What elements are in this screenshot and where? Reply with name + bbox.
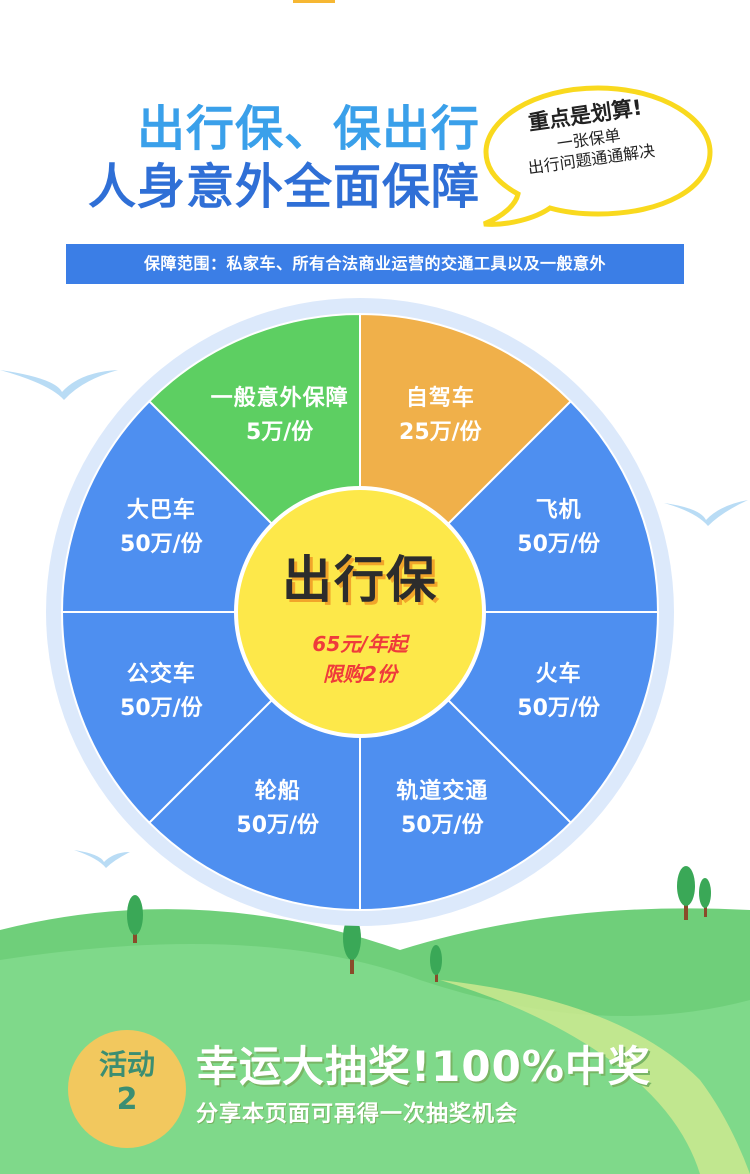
slice-name: 轮船 <box>254 778 301 804</box>
wheel-slice-label: 轮船 50万/份 <box>193 775 363 843</box>
bird-left-icon <box>0 370 118 400</box>
speech-bubble <box>483 85 713 227</box>
activity-badge: 活动 2 <box>68 1030 186 1148</box>
slice-price: 50万/份 <box>517 696 600 722</box>
slice-name: 公交车 <box>126 662 196 688</box>
headline-line1: 出行保、保出行 <box>136 101 480 157</box>
slice-name: 火车 <box>535 662 582 688</box>
tree-right-icon <box>677 866 695 920</box>
center-limit: 限购2份 <box>323 662 397 686</box>
bird-lower-icon <box>74 850 130 868</box>
center-title: 出行保 <box>282 551 438 609</box>
wheel-slice-label: 自驾车 25万/份 <box>355 382 525 450</box>
slice-price: 50万/份 <box>120 696 203 722</box>
tree-right-small-icon <box>699 878 711 917</box>
path-road <box>440 980 750 1174</box>
activity-badge-number: 2 <box>116 1082 138 1117</box>
lottery-title: 幸运大抽奖!100%中奖 <box>196 1042 651 1091</box>
center-price: 65元/年起 <box>312 632 408 656</box>
wheel-slice-label: 飞机 50万/份 <box>474 494 644 562</box>
slice-price: 50万/份 <box>517 531 600 557</box>
slice-price: 50万/份 <box>400 812 484 838</box>
slice-name: 飞机 <box>535 497 582 523</box>
slice-name: 大巴车 <box>126 497 196 523</box>
slice-price: 50万/份 <box>236 812 320 838</box>
activity-badge-label: 活动 <box>98 1048 155 1081</box>
wheel-slice-label: 公交车 50万/份 <box>76 658 246 726</box>
headline: 出行保、保出行 人身意外全面保障 <box>60 100 480 216</box>
top-tab-decoration <box>293 0 335 3</box>
wheel-slice-label: 火车 50万/份 <box>474 658 644 726</box>
slice-name: 轨道交通 <box>396 778 489 804</box>
bird-right-icon <box>664 500 748 526</box>
slice-price: 25万/份 <box>399 419 482 445</box>
wheel-slice-label: 一般意外保障 5万/份 <box>195 382 365 450</box>
center-yellow-disc <box>234 486 486 738</box>
slice-name: 一般意外保障 <box>210 385 349 411</box>
slice-name: 自驾车 <box>405 385 475 411</box>
headline-line2: 人身意外全面保障 <box>87 159 480 215</box>
slice-price: 50万/份 <box>120 531 203 557</box>
wheel-slice-label: 轨道交通 50万/份 <box>357 775 527 843</box>
coverage-scope-bar: 保障范围：私家车、所有合法商业运营的交通工具以及一般意外 <box>66 244 684 284</box>
hill-front <box>0 944 750 1174</box>
tree-center-icon <box>343 916 361 974</box>
lottery-subtitle: 分享本页面可再得一次抽奖机会 <box>196 1102 519 1127</box>
slice-price: 5万/份 <box>245 419 314 445</box>
tree-center-small-icon <box>430 945 442 982</box>
wheel-slice-label: 大巴车 50万/份 <box>76 494 246 562</box>
tree-left-icon <box>127 895 143 943</box>
